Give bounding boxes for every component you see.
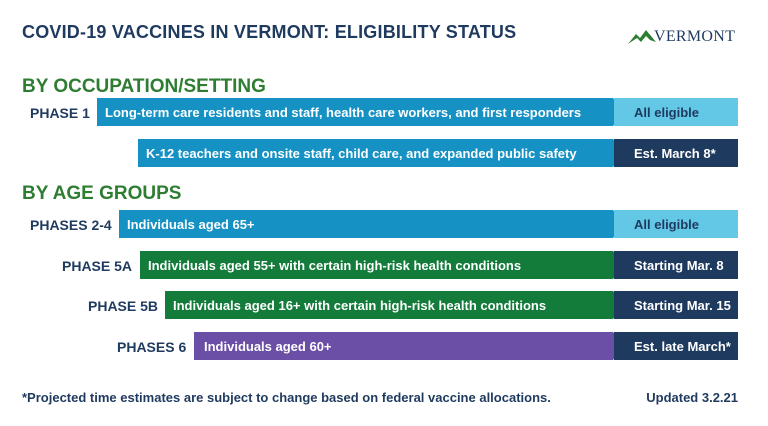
status-text-5: Starting Mar. 15 bbox=[634, 297, 731, 313]
status-text-4: Starting Mar. 8 bbox=[634, 257, 724, 273]
bar-label-6: Individuals aged 60+ bbox=[204, 338, 332, 354]
phase-label-4: PHASE 5A bbox=[62, 258, 133, 274]
vermont-mountain-logo-icon bbox=[628, 30, 656, 44]
status-text-1: All eligible bbox=[634, 104, 700, 120]
eligibility-bar-5: Individuals aged 16+ with certain high-r… bbox=[165, 291, 625, 319]
bar-label-4: Individuals aged 55+ with certain high-r… bbox=[148, 257, 522, 273]
phase-label-6: PHASES 6 bbox=[117, 339, 187, 355]
section-age: BY AGE GROUPS bbox=[22, 183, 182, 204]
phase-label-3: PHASES 2-4 bbox=[30, 217, 112, 233]
status-badge-6: Est. late March* bbox=[614, 332, 738, 360]
footnote: *Projected time estimates are subject to… bbox=[22, 390, 551, 405]
status-badge-2: Est. March 8* bbox=[614, 139, 738, 167]
status-text-2: Est. March 8* bbox=[634, 145, 716, 161]
bar-label-5: Individuals aged 16+ with certain high-r… bbox=[173, 297, 547, 313]
phase-label-1: PHASE 1 bbox=[30, 105, 90, 121]
vermont-logo: VERMONT bbox=[628, 26, 743, 52]
status-badge-5: Starting Mar. 15 bbox=[614, 291, 738, 319]
bar-label-1: Long-term care residents and staff, heal… bbox=[105, 104, 582, 120]
bar-label-2: K-12 teachers and onsite staff, child ca… bbox=[146, 145, 577, 161]
updated-date: Updated 3.2.21 bbox=[646, 390, 738, 405]
status-badge-1: All eligible bbox=[614, 98, 738, 126]
page-title: COVID-19 VACCINES IN VERMONT: ELIGIBILIT… bbox=[22, 22, 517, 42]
status-text-3: All eligible bbox=[634, 216, 700, 232]
status-text-6: Est. late March* bbox=[634, 338, 731, 354]
status-badge-4: Starting Mar. 8 bbox=[614, 251, 738, 279]
eligibility-bar-2: K-12 teachers and onsite staff, child ca… bbox=[138, 139, 625, 167]
eligibility-bar-1: Long-term care residents and staff, heal… bbox=[97, 98, 625, 126]
bar-label-3: Individuals aged 65+ bbox=[127, 216, 255, 232]
section-occupation: BY OCCUPATION/SETTING bbox=[22, 76, 266, 97]
phase-label-5: PHASE 5B bbox=[88, 298, 159, 314]
eligibility-bar-4: Individuals aged 55+ with certain high-r… bbox=[140, 251, 625, 279]
logo-text: VERMONT bbox=[654, 28, 736, 45]
eligibility-bar-3: Individuals aged 65+ bbox=[119, 210, 625, 238]
status-badge-3: All eligible bbox=[614, 210, 738, 238]
eligibility-bar-6: Individuals aged 60+ bbox=[194, 332, 625, 360]
